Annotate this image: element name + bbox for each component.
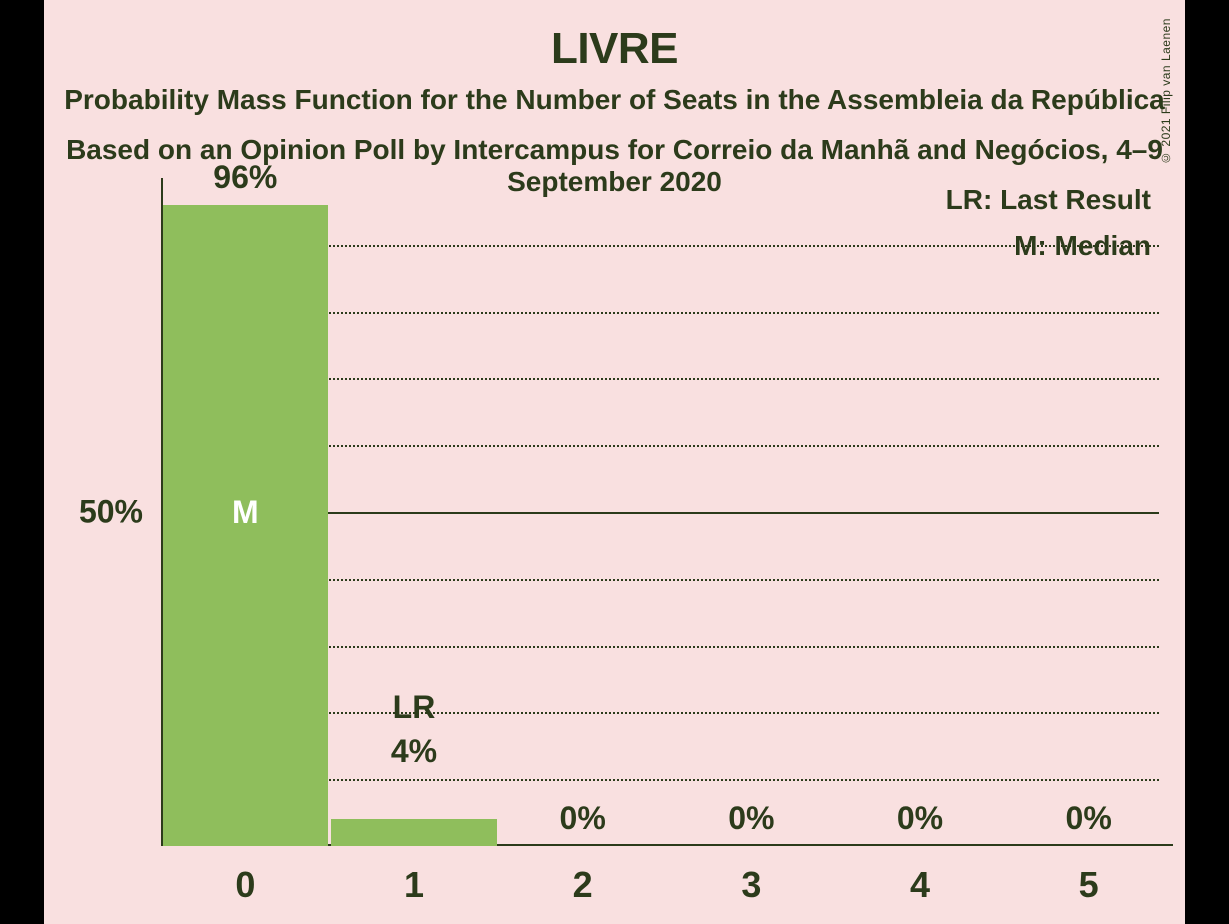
bar-value-label: 4% [331, 733, 497, 770]
bar-value-label: 0% [500, 800, 666, 837]
last-result-marker: LR [331, 689, 497, 726]
plot-area: 50%LR: Last ResultM: Median96%M04%LR10%2… [161, 178, 1173, 846]
x-tick-label: 4 [837, 864, 1003, 906]
bar-value-label: 0% [837, 800, 1003, 837]
x-tick-label: 1 [331, 864, 497, 906]
chart-subtitle: Probability Mass Function for the Number… [0, 84, 1229, 116]
median-marker: M [162, 494, 328, 531]
x-tick-label: 3 [668, 864, 834, 906]
bar-value-label: 0% [668, 800, 834, 837]
y-tick-label: 50% [79, 494, 143, 531]
x-tick-label: 2 [500, 864, 666, 906]
legend-last-result: LR: Last Result [946, 184, 1151, 216]
chart-title: LIVRE [0, 24, 1229, 74]
bar-1 [331, 819, 496, 846]
x-tick-label: 0 [162, 864, 328, 906]
bar-value-label: 0% [1006, 800, 1172, 837]
legend-median: M: Median [1014, 230, 1151, 262]
bar-value-label: 96% [162, 159, 328, 196]
x-tick-label: 5 [1006, 864, 1172, 906]
